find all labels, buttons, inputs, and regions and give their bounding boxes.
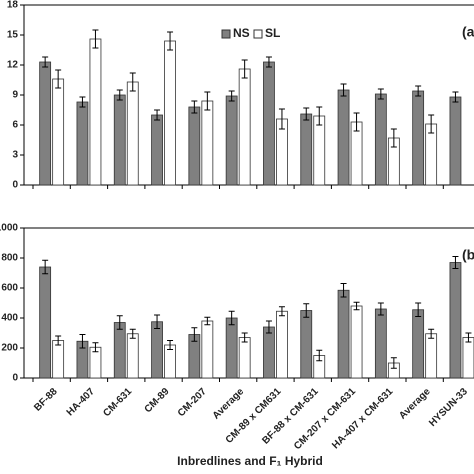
- legend-swatch: [253, 29, 263, 39]
- bar: [52, 78, 65, 186]
- bar: [412, 309, 425, 379]
- legend-label: SL: [265, 26, 280, 40]
- y-tick-label: 600: [1, 283, 18, 294]
- legend-swatch: [221, 29, 231, 39]
- x-tick-label: Average: [397, 386, 433, 422]
- bar: [164, 40, 176, 186]
- bar: [425, 333, 438, 379]
- x-tick-label: CM-631: [101, 386, 134, 419]
- bar: [151, 114, 163, 186]
- bar: [225, 95, 238, 186]
- x-tick-label: CM-207: [176, 386, 209, 419]
- bar: [113, 94, 126, 186]
- panel-label: (a: [462, 24, 474, 40]
- bar: [39, 61, 52, 186]
- x-tick-label: HA-407: [65, 386, 97, 418]
- x-tick-label: Average: [211, 386, 247, 422]
- y-tick-label: 800: [1, 253, 18, 264]
- bar: [412, 90, 425, 186]
- x-axis-label: Inbredlines and F₁ Hybrid: [177, 454, 323, 468]
- bar: [374, 93, 387, 186]
- bar: [313, 115, 326, 186]
- bar: [113, 322, 126, 379]
- x-tick-label: CM-89: [143, 386, 172, 415]
- bar: [126, 333, 139, 379]
- bar: [276, 310, 288, 379]
- bar: [76, 101, 89, 186]
- y-tick-label: 18: [7, 0, 19, 11]
- y-tick-label: 200: [1, 343, 18, 354]
- bar: [300, 113, 313, 186]
- bar: [374, 308, 387, 379]
- bar: [238, 337, 251, 379]
- y-tick-label: 0: [12, 373, 18, 384]
- y-tick-label: 1000: [0, 223, 18, 234]
- x-tick-label: BF-88: [32, 386, 60, 414]
- bar: [263, 61, 275, 186]
- panel-label: (b: [462, 247, 474, 263]
- bar: [89, 38, 102, 186]
- y-tick-label: 3: [12, 150, 18, 161]
- bar: [188, 106, 201, 186]
- bar: [350, 305, 363, 379]
- bar: [151, 321, 163, 379]
- y-tick-label: 0: [12, 180, 18, 191]
- bar: [52, 340, 65, 379]
- bar: [337, 289, 350, 379]
- bar: [337, 89, 350, 186]
- legend-label: NS: [233, 26, 250, 40]
- bar: [300, 310, 313, 379]
- bar: [449, 96, 462, 186]
- y-tick-label: 6: [12, 120, 18, 131]
- y-tick-label: 400: [1, 313, 18, 324]
- bar: [225, 317, 238, 379]
- bar: [39, 266, 52, 379]
- plot-frame: [23, 227, 474, 379]
- bar: [238, 68, 251, 186]
- y-tick-label: 12: [7, 60, 19, 71]
- bar: [126, 81, 139, 186]
- bar: [462, 337, 474, 379]
- bar: [201, 100, 214, 186]
- bar: [263, 326, 275, 379]
- y-tick-label: 9: [12, 90, 18, 101]
- y-tick-label: 15: [7, 30, 19, 41]
- bar: [449, 262, 462, 379]
- x-tick-label: HYSUN-33: [427, 386, 470, 429]
- bar: [201, 320, 214, 379]
